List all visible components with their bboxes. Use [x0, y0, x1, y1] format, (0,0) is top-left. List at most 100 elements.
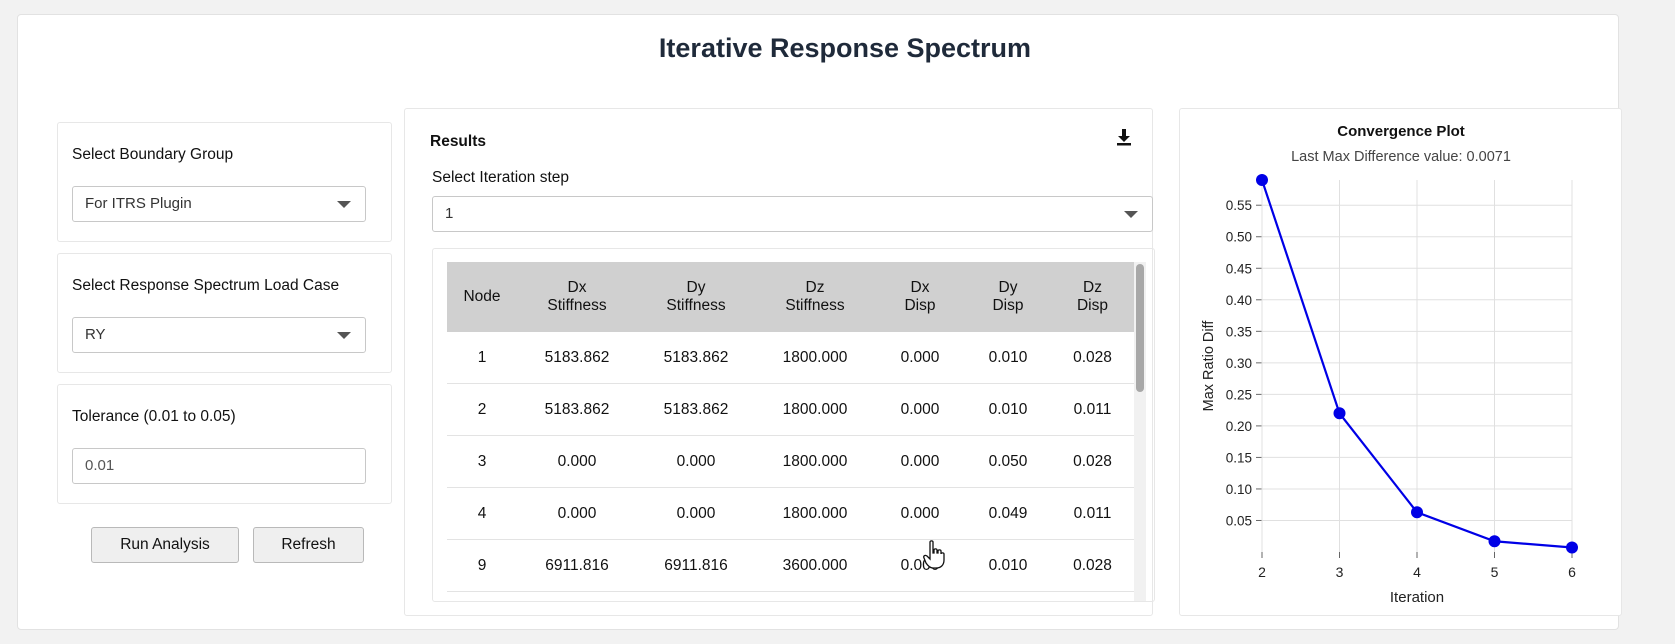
table-cell: 0.011 — [1051, 487, 1134, 540]
iteration-step-value: 1 — [445, 205, 454, 222]
table-row[interactable]: 2 5183.862 5183.862 1800.000 0.000 0.010 0.011 — [447, 383, 1134, 436]
table-cell: 3 — [447, 435, 517, 488]
table-cell: 0.028 — [1051, 539, 1134, 592]
table-cell: 5183.862 — [517, 383, 637, 436]
table-cell: 5183.862 — [637, 383, 755, 436]
tolerance-input[interactable]: 0.01 — [72, 448, 366, 484]
y-tick-label: 0.50 — [1226, 230, 1252, 245]
table-row[interactable]: 1 5183.862 5183.862 1800.000 0.000 0.010 0.028 — [447, 332, 1134, 384]
table-body: 1 5183.862 5183.862 1800.000 0.000 0.010 0.028… — [447, 332, 1134, 592]
chart-title: Convergence Plot — [1337, 123, 1465, 140]
column-header[interactable]: Dz Disp — [1051, 262, 1134, 332]
convergence-chart: Convergence Plot Last Max Difference valu… — [1201, 123, 1578, 606]
y-tick-label: 0.30 — [1226, 356, 1252, 371]
column-header[interactable]: Dx Stiffness — [517, 262, 637, 332]
boundary-group-card: Select Boundary Group For ITRS Plugin — [57, 122, 392, 242]
column-header[interactable]: Node — [447, 262, 517, 332]
table-cell: 0.050 — [965, 435, 1051, 488]
load-case-value: RY — [85, 326, 106, 343]
column-header-line2: Disp — [1076, 297, 1108, 314]
table-cell: 1800.000 — [755, 435, 875, 488]
table-cell: 6911.816 — [637, 539, 755, 592]
table-cell: 1800.000 — [755, 487, 875, 540]
table-cell: 0.000 — [875, 383, 965, 436]
y-tick-label: 0.25 — [1226, 387, 1252, 402]
load-case-select[interactable]: RY — [72, 317, 366, 353]
run-analysis-button[interactable]: Run Analysis — [91, 527, 239, 563]
y-tick-label: 0.05 — [1226, 513, 1252, 528]
x-tick-label: 3 — [1336, 564, 1344, 580]
chart-subtitle: Last Max Difference value: 0.0071 — [1291, 149, 1511, 165]
load-case-card: Select Response Spectrum Load Case RY — [57, 253, 392, 373]
table-cell: 5183.862 — [637, 332, 755, 384]
column-header-line1: Dx — [567, 279, 587, 296]
data-point — [1333, 407, 1346, 420]
table-cell: 0.010 — [965, 383, 1051, 436]
page-title: Iterative Response Spectrum — [658, 33, 1032, 63]
refresh-button[interactable]: Refresh — [253, 527, 364, 563]
y-tick-label: 0.20 — [1226, 419, 1252, 434]
column-header-line2: Disp — [904, 297, 936, 314]
results-card: Results Select Iteration step 1 Node Dx St… — [404, 108, 1155, 616]
table-cell: 5183.862 — [517, 332, 637, 384]
table-cell: 0.000 — [875, 539, 965, 592]
column-header-line2: Disp — [992, 297, 1024, 314]
results-table: Node Dx Stiffness Dy Stiffness Dz Stiffness Dx D… — [447, 262, 1134, 592]
x-tick-label: 2 — [1258, 564, 1266, 580]
x-tick-label: 6 — [1568, 564, 1576, 580]
y-tick-label: 0.10 — [1226, 482, 1252, 497]
column-header-line1: Dy — [998, 279, 1018, 296]
table-cell: 0.049 — [965, 487, 1051, 540]
table-cell: 6911.816 — [517, 539, 637, 592]
x-tick-label: 5 — [1491, 564, 1499, 580]
boundary-group-value: For ITRS Plugin — [85, 195, 192, 212]
column-header-line1: Dy — [686, 279, 706, 296]
column-header[interactable]: Dy Disp — [965, 262, 1051, 332]
data-point — [1566, 541, 1578, 554]
y-tick-label: 0.15 — [1226, 450, 1252, 465]
table-header-row: Node Dx Stiffness Dy Stiffness Dz Stiffness Dx D… — [447, 262, 1134, 332]
results-table-container[interactable]: Node Dx Stiffness Dy Stiffness Dz Stiffness Dx D… — [432, 248, 1155, 602]
hand-cursor-icon — [923, 540, 945, 569]
table-scrollbar[interactable] — [1134, 262, 1146, 601]
table-cell: 0.010 — [965, 332, 1051, 384]
table-cell: 2 — [447, 383, 517, 436]
table-cell: 0.000 — [875, 332, 965, 384]
boundary-group-select[interactable]: For ITRS Plugin — [72, 186, 366, 222]
table-row[interactable]: 3 0.000 0.000 1800.000 0.000 0.050 0.028 — [447, 435, 1134, 488]
table-cell: 1800.000 — [755, 383, 875, 436]
table-cell: 0.000 — [637, 487, 755, 540]
x-tick-label: 4 — [1413, 564, 1421, 580]
table-cell: 0.000 — [875, 487, 965, 540]
table-cell: 0.028 — [1051, 435, 1134, 488]
chevron-down-icon — [1124, 211, 1138, 218]
table-cell: 9 — [447, 539, 517, 592]
table-cell: 1 — [447, 332, 517, 384]
table-row[interactable]: 4 0.000 0.000 1800.000 0.000 0.049 0.011 — [447, 487, 1134, 540]
results-title: Results — [430, 133, 486, 150]
column-header-line1: Dz — [1083, 279, 1102, 296]
iteration-step-label: Select Iteration step — [432, 169, 569, 186]
data-point — [1256, 174, 1268, 186]
tolerance-label: Tolerance (0.01 to 0.05) — [72, 408, 236, 425]
y-tick-label: 0.45 — [1226, 261, 1252, 276]
table-cell: 3600.000 — [755, 539, 875, 592]
data-point — [1488, 535, 1501, 548]
download-icon[interactable] — [1116, 128, 1132, 146]
tolerance-card: Tolerance (0.01 to 0.05) 0.01 — [57, 384, 392, 504]
table-row[interactable]: 9 6911.816 6911.816 3600.000 0.000 0.010 0.028 — [447, 539, 1134, 592]
column-header-line2: Stiffness — [785, 297, 845, 314]
column-header-line1: Dx — [910, 279, 930, 296]
scrollbar-thumb[interactable] — [1136, 264, 1144, 392]
column-header-line1: Dz — [805, 279, 825, 296]
column-header[interactable]: Dz Stiffness — [755, 262, 875, 332]
table-cell: 1800.000 — [755, 332, 875, 384]
table-cell: 0.011 — [1051, 383, 1134, 436]
table-cell: 0.028 — [1051, 332, 1134, 384]
iteration-step-select[interactable]: 1 — [432, 196, 1153, 232]
y-tick-label: 0.55 — [1226, 198, 1252, 213]
column-header-line1: Node — [463, 288, 501, 305]
load-case-label: Select Response Spectrum Load Case — [72, 277, 340, 294]
column-header[interactable]: Dx Disp — [875, 262, 965, 332]
column-header[interactable]: Dy Stiffness — [637, 262, 755, 332]
